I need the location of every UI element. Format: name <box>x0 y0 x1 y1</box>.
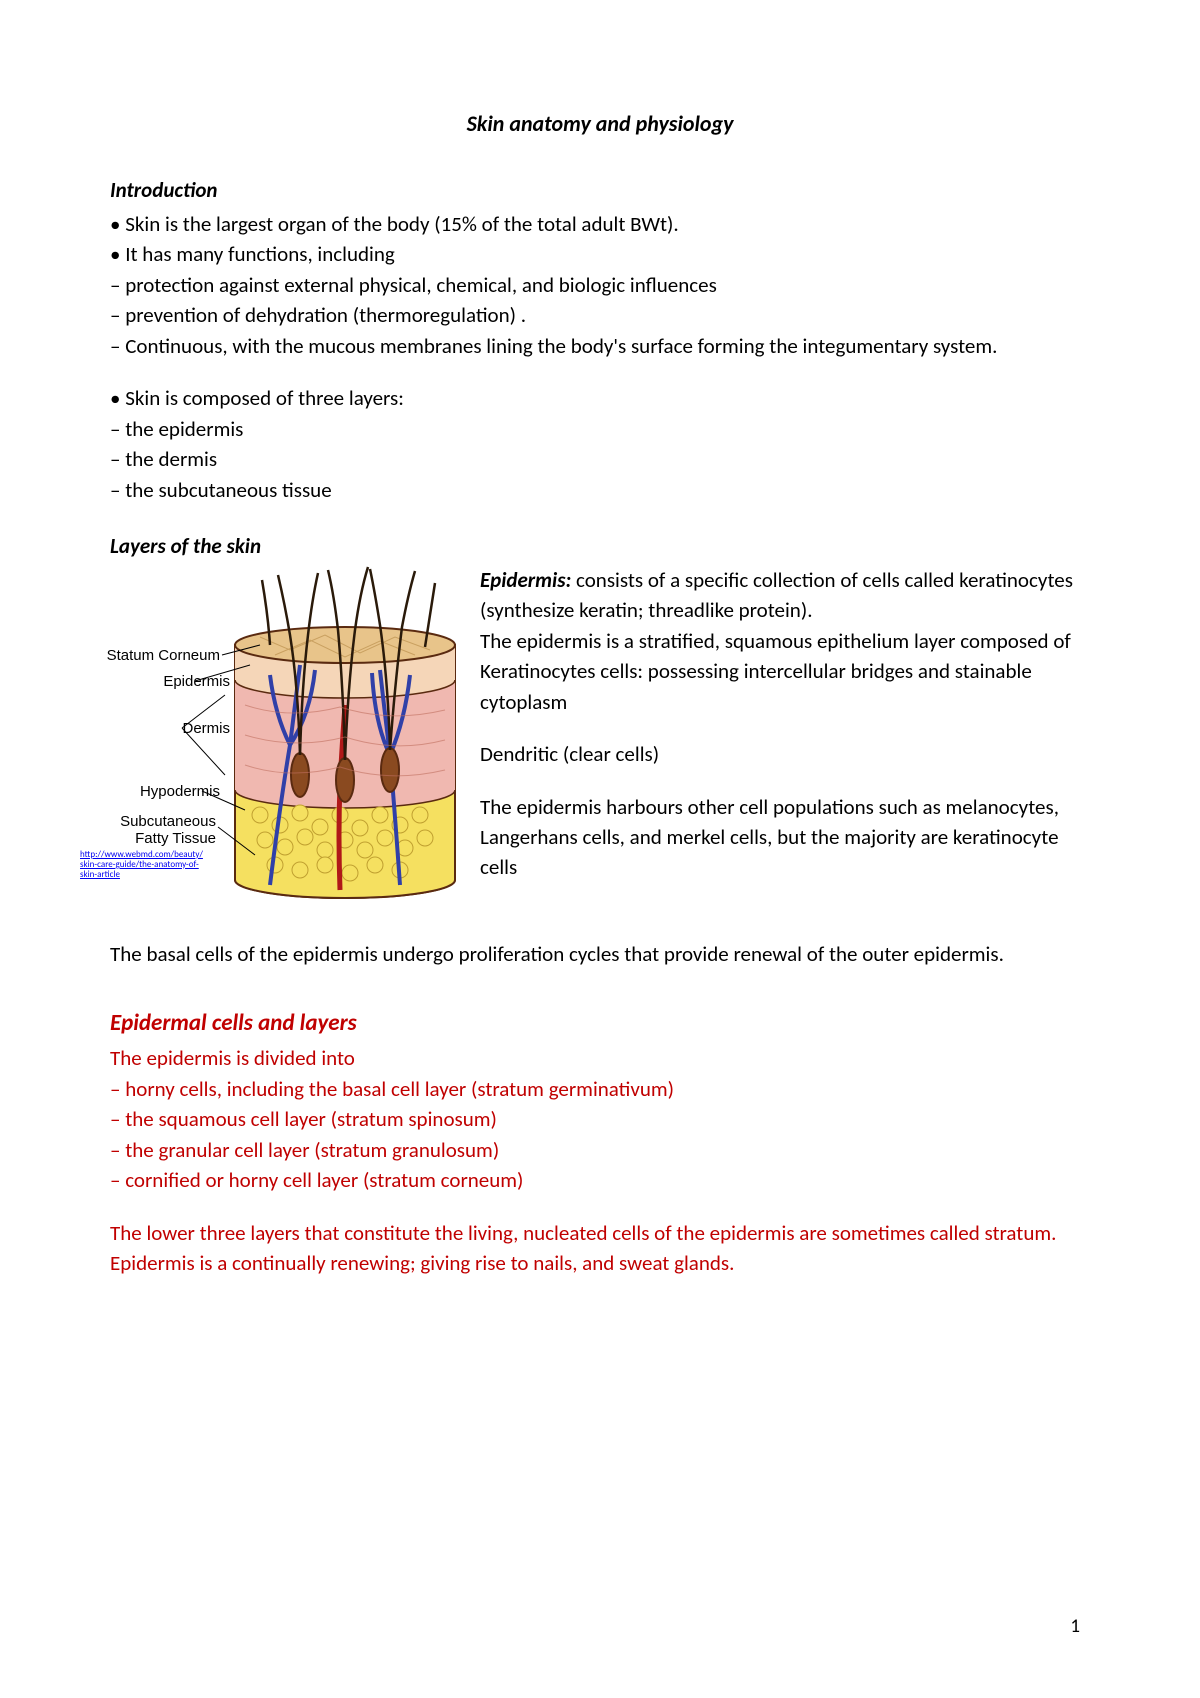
epidermis-description: Epidermis: consists of a specific collec… <box>480 565 1090 925</box>
figure-label: Hypodermis <box>90 783 220 800</box>
intro-line: • It has many functions, including <box>110 239 1090 269</box>
intro-line: – the epidermis <box>110 414 1090 444</box>
document-page: Skin anatomy and physiology Introduction… <box>0 0 1200 1698</box>
intro-line: – Continuous, with the mucous membranes … <box>110 331 1090 361</box>
intro-line: • Skin is the largest organ of the body … <box>110 209 1090 239</box>
epidermis-label: Epidermis: <box>480 567 571 593</box>
epidermal-line: – cornified or horny cell layer (stratum… <box>110 1165 1090 1195</box>
figure-row: Statum Corneum Epidermis Dermis Hypoderm… <box>110 565 1090 925</box>
skin-diagram: Statum Corneum Epidermis Dermis Hypoderm… <box>110 565 460 925</box>
intro-line: – prevention of dehydration (thermoregul… <box>110 300 1090 330</box>
link-text: skin-article <box>80 869 120 880</box>
intro-line: – protection against external physical, … <box>110 270 1090 300</box>
skin-cross-section-svg <box>230 565 460 900</box>
epidermal-line: – the squamous cell layer (stratum spino… <box>110 1104 1090 1134</box>
epidermal-line: – horny cells, including the basal cell … <box>110 1074 1090 1104</box>
figure-label: Fatty Tissue <box>86 830 216 847</box>
epidermis-text: Dendritic (clear cells) <box>480 739 1090 769</box>
epidermis-text: The epidermis harbours other cell popula… <box>480 792 1090 883</box>
heading-epidermal: Epidermal cells and layers <box>110 1009 1090 1037</box>
epidermal-line: The epidermis is divided into <box>110 1043 1090 1073</box>
epidermal-line: – the granular cell layer (stratum granu… <box>110 1135 1090 1165</box>
epidermal-line: Epidermis is a continually renewing; giv… <box>110 1248 1090 1278</box>
intro-line: • Skin is composed of three layers: <box>110 383 1090 413</box>
figure-source-link[interactable]: http://www.webmd.com/beauty/ skin-care-g… <box>80 850 230 880</box>
figure-label: Subcutaneous <box>86 813 216 830</box>
figure-label: Dermis <box>100 720 230 737</box>
heading-layers: Layers of the skin <box>110 533 1090 559</box>
page-title: Skin anatomy and physiology <box>110 110 1090 137</box>
epidermis-text: The epidermis is a stratified, squamous … <box>480 626 1090 656</box>
intro-line: – the dermis <box>110 444 1090 474</box>
epidermis-text: Keratinocytes cells: possessing intercel… <box>480 656 1090 717</box>
after-figure-text: The basal cells of the epidermis undergo… <box>110 939 1090 969</box>
figure-label: Statum Corneum <box>90 647 220 664</box>
figure-label: Epidermis <box>100 673 230 690</box>
heading-introduction: Introduction <box>110 177 1090 203</box>
epidermal-line: The lower three layers that constitute t… <box>110 1218 1090 1248</box>
page-number: 1 <box>1070 1615 1080 1638</box>
intro-line: – the subcutaneous tissue <box>110 475 1090 505</box>
